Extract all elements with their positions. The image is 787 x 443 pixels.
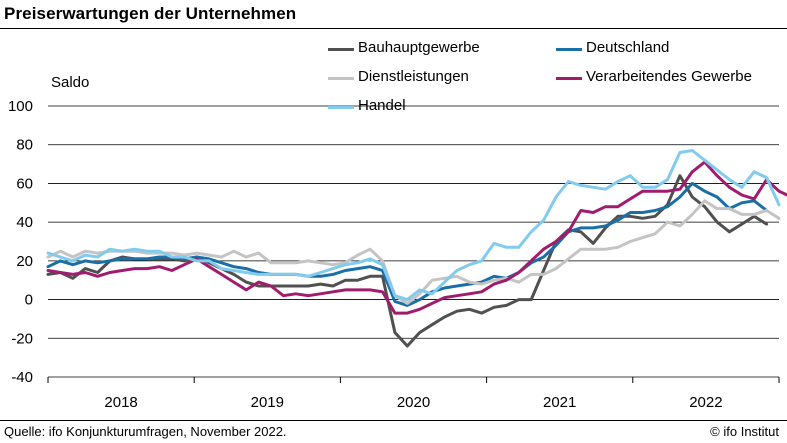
- series-line-dienstleistungen: [46, 199, 781, 305]
- legend-swatch: [328, 106, 354, 109]
- y-tick-label--20: -20: [11, 330, 33, 347]
- series-line-handel: [46, 149, 781, 302]
- x-tick-label-2021: 2021: [543, 394, 576, 411]
- y-tick-label-80: 80: [16, 137, 33, 154]
- legend-label: Bauhauptgewerbe: [358, 39, 480, 56]
- y-tick-label-40: 40: [16, 214, 33, 231]
- legend-swatch: [556, 77, 582, 80]
- y-tick-label--40: -40: [11, 369, 33, 386]
- y-tick-label-100: 100: [8, 98, 33, 115]
- x-tick-label-2022: 2022: [689, 394, 722, 411]
- y-tick-label-60: 60: [16, 175, 33, 192]
- x-tick-label-2018: 2018: [104, 394, 137, 411]
- chart-title: Preiserwartungen der Unternehmen: [4, 4, 297, 23]
- copyright-credit: © ifo Institut: [710, 424, 779, 439]
- x-tick-label-2019: 2019: [251, 394, 284, 411]
- legend-swatch: [328, 77, 354, 80]
- legend-swatch: [556, 48, 582, 51]
- series-line-bauhauptgewerbe: [46, 174, 769, 348]
- legend-label: Handel: [358, 97, 406, 114]
- legend-label: Verarbeitendes Gewerbe: [586, 68, 752, 85]
- footer-divider: [0, 420, 787, 421]
- y-tick-label-0: 0: [25, 292, 33, 309]
- legend-label: Dienstleistungen: [358, 68, 469, 85]
- series-line-deutschland: [46, 181, 769, 307]
- y-tick-label-20: 20: [16, 253, 33, 270]
- legend-swatch: [328, 48, 354, 51]
- source-note: Quelle: ifo Konjunkturumfragen, November…: [4, 424, 287, 439]
- y-axis-label: Saldo: [51, 74, 90, 91]
- x-tick-label-2020: 2020: [397, 394, 430, 411]
- title-divider: [0, 28, 787, 29]
- series-line-verarbeitendes-gewerbe: [46, 160, 787, 315]
- legend-label: Deutschland: [586, 39, 670, 56]
